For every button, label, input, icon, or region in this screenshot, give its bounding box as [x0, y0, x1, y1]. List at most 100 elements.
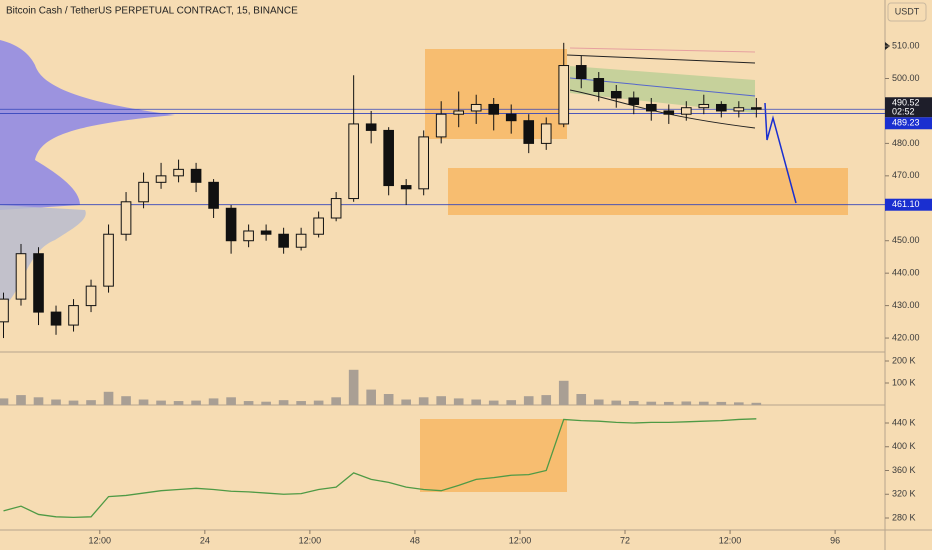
- channel-line: [566, 54, 756, 64]
- volume-bar: [611, 400, 622, 405]
- candle-body: [260, 230, 272, 235]
- chart-title: Bitcoin Cash / TetherUS PERPETUAL CONTRA…: [6, 6, 298, 17]
- x-tick-label: 48: [410, 535, 420, 545]
- price-tag-label: 490.52: [892, 98, 920, 108]
- volume-bar: [663, 401, 674, 405]
- volume-profile: [0, 40, 175, 210]
- volume-bar: [296, 401, 306, 405]
- candle-body: [33, 253, 44, 313]
- channel-line: [569, 47, 756, 53]
- volume-bar: [698, 401, 709, 405]
- volume-bar: [488, 400, 499, 405]
- candle-body: [208, 181, 219, 209]
- candle-body: [540, 123, 552, 144]
- y-tick-label: 480.00: [892, 138, 920, 148]
- volume-bar: [0, 398, 9, 405]
- y-tick-label: 420.00: [892, 332, 920, 342]
- volume-bar: [208, 398, 219, 405]
- candle-body: [418, 136, 429, 190]
- candle-body: [698, 103, 710, 109]
- volume-bar: [226, 397, 236, 405]
- volume-bar: [121, 396, 131, 405]
- zone-box: [420, 419, 567, 492]
- volume-bar: [436, 396, 447, 405]
- volume-bar: [471, 399, 482, 405]
- volume-bar: [138, 399, 149, 405]
- candle-body: [680, 107, 692, 115]
- candle-body: [120, 201, 132, 235]
- y-tick-label: 320 K: [892, 489, 916, 499]
- countdown-label: 02:52: [892, 107, 915, 117]
- volume-profile: [0, 205, 86, 310]
- candle-body: [138, 181, 149, 203]
- candle-body: [610, 90, 622, 99]
- volume-bar: [523, 396, 534, 405]
- volume-bar: [751, 402, 762, 405]
- volume-bar: [191, 400, 201, 405]
- candle-body: [225, 207, 237, 242]
- y-tick-label: 440.00: [892, 268, 920, 278]
- projection-path: [764, 102, 797, 204]
- volume-bar: [506, 400, 517, 405]
- channel-line: [569, 89, 756, 129]
- candle-body: [0, 298, 9, 323]
- candle-body: [400, 185, 412, 190]
- candle-body: [663, 110, 675, 115]
- candle-body: [575, 65, 587, 80]
- volume-bar: [173, 401, 184, 405]
- volume-bar: [733, 402, 744, 405]
- volume-bar: [366, 389, 376, 405]
- volume-bar: [646, 401, 657, 405]
- y-tick-label: 280 K: [892, 512, 916, 522]
- candle-body: [383, 129, 394, 187]
- volume-bar: [33, 397, 44, 405]
- price-tag: [885, 117, 932, 130]
- volume-bar: [261, 401, 271, 405]
- y-tick-label: 510.00: [892, 40, 920, 50]
- candle-body: [751, 107, 762, 110]
- x-tick-label: 24: [200, 535, 210, 545]
- candle-body: [68, 305, 79, 326]
- candle-body: [558, 65, 570, 125]
- volume-bar: [593, 399, 604, 405]
- volume-bar: [313, 400, 324, 405]
- candle-body: [505, 113, 517, 122]
- candle-body: [470, 103, 482, 112]
- zone-box: [448, 168, 848, 215]
- candle-body: [733, 107, 745, 112]
- currency-label[interactable]: USDT: [895, 6, 920, 16]
- candle-body: [295, 233, 307, 248]
- volume-bar: [16, 395, 26, 405]
- volume-bar: [576, 393, 587, 405]
- candle-body: [190, 168, 202, 183]
- currency-button[interactable]: [887, 2, 927, 22]
- candle-body: [628, 97, 640, 105]
- price-tag: [885, 97, 932, 118]
- channel-fill: [570, 66, 755, 113]
- candle-body: [155, 175, 167, 183]
- volume-bar: [331, 397, 341, 405]
- y-tick-label: 470.00: [892, 170, 920, 180]
- candle-body: [523, 120, 535, 144]
- volume-bar: [628, 401, 639, 405]
- y-tick-label: 400 K: [892, 441, 916, 451]
- volume-bar: [86, 400, 96, 405]
- indicator-line: [3, 418, 757, 519]
- candle-body: [365, 123, 377, 131]
- candle-body: [645, 103, 657, 112]
- candle-body: [85, 285, 97, 307]
- volume-bar: [156, 400, 166, 405]
- volume-bar: [453, 398, 464, 405]
- candle-body: [348, 123, 359, 200]
- candle-body: [593, 78, 605, 92]
- y-tick-label: 100 K: [892, 377, 916, 387]
- candle-body: [15, 253, 27, 300]
- candle-body: [330, 198, 342, 219]
- x-tick-label: 72: [620, 535, 630, 545]
- volume-bar: [541, 395, 552, 405]
- candle-body: [488, 103, 500, 115]
- candle-body: [453, 110, 465, 115]
- price-tag: [885, 198, 932, 211]
- y-tick-label: 430.00: [892, 300, 920, 310]
- x-tick-label: 12:00: [719, 535, 742, 545]
